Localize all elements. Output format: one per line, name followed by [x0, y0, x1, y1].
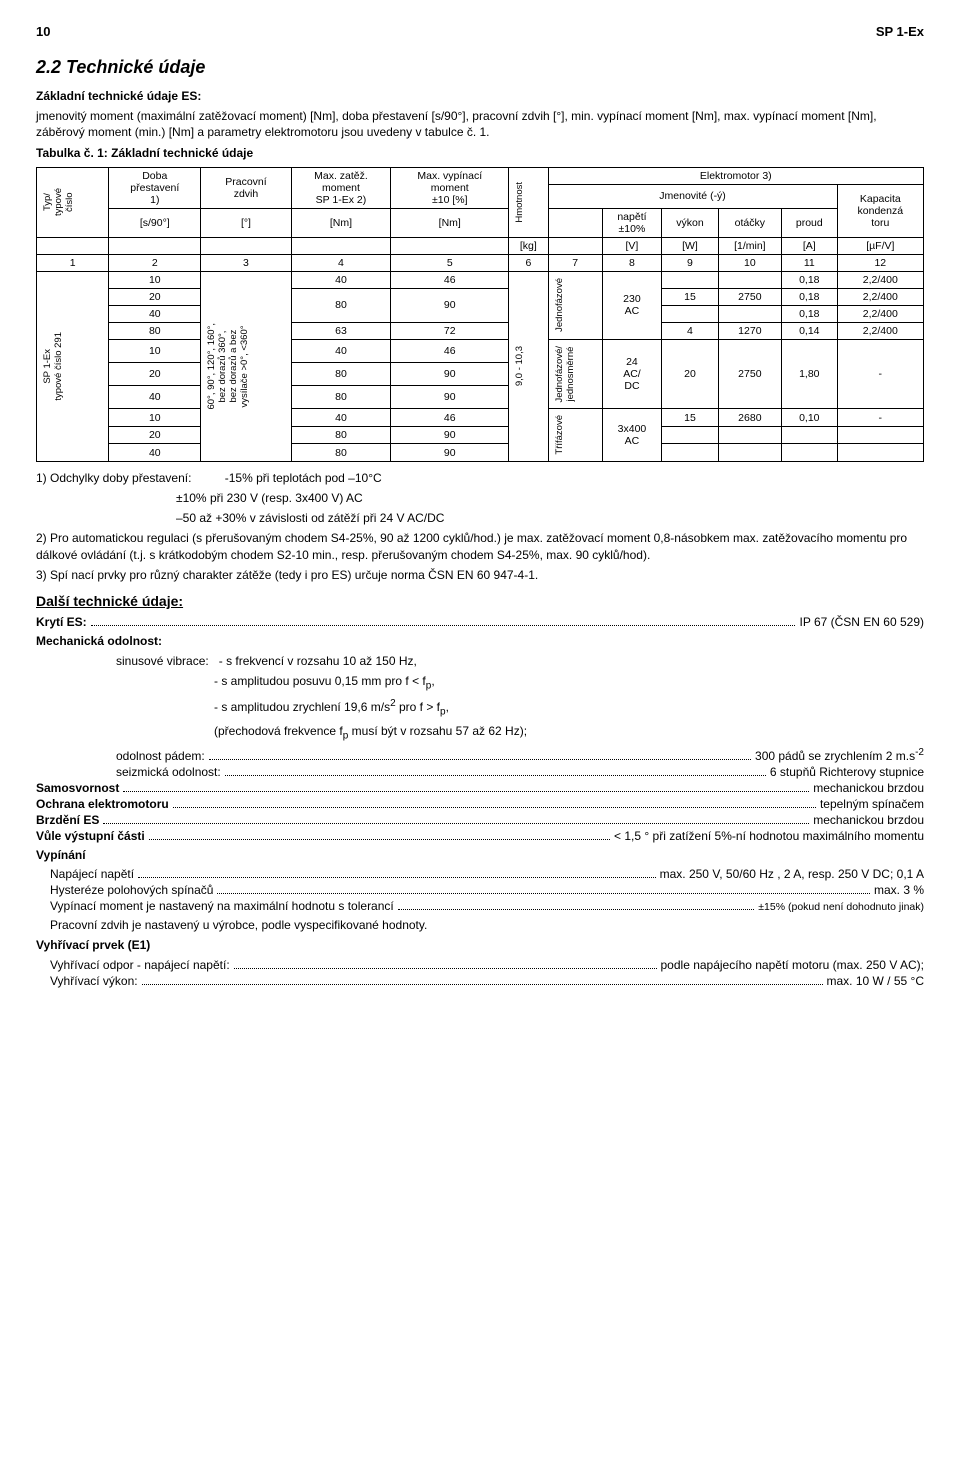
unit-doba: [s/90°]	[109, 208, 201, 237]
further-title: Další technické údaje:	[36, 593, 924, 609]
note-3: 3) Spí nací prvky pro různý charakter zá…	[36, 567, 924, 583]
note-1a: 1) Odchylky doby přestavení:	[36, 471, 191, 485]
intro-paragraph: jmenovitý moment (maximální zatěžovací m…	[36, 108, 924, 140]
line-ochr: Ochrana elektromotoru tepelným spínačem	[36, 797, 924, 811]
page-number-right: SP 1-Ex	[876, 24, 924, 39]
unit-uf: [µF/V]	[837, 237, 923, 254]
section-heading: 2.2 Technické údaje	[36, 57, 924, 78]
table-row: 20 80 90	[37, 426, 924, 444]
line-vule: Vůle výstupní části < 1,5 ° při zatížení…	[36, 829, 924, 843]
mass-value: 9,0 - 10,3	[512, 342, 527, 390]
line-samo: Samosvornost mechanickou brzdou	[36, 781, 924, 795]
volt-24: 24AC/DC	[602, 339, 661, 409]
table-row: 10 40 46 Jednofázové/jednosměrné 24AC/DC…	[37, 339, 924, 362]
page-header: 10 SP 1-Ex	[36, 24, 924, 39]
col-proud: proud	[781, 208, 837, 237]
table-caption: Tabulka č. 1: Základní technické údaje	[36, 146, 253, 160]
colnum-row: 1 2 3 4 5 6 7 8 9 10 11 12	[37, 254, 924, 271]
table-row: 10 40 46 Třífázové 3x400AC 15 2680 0,10 …	[37, 409, 924, 427]
line-nap: Napájecí napětí max. 250 V, 50/60 Hz , 2…	[50, 867, 924, 881]
sinus-label: sinusové vibrace:	[116, 654, 209, 668]
note-2: 2) Pro automatickou regulaci (s přerušov…	[36, 530, 924, 562]
unit-kg: [kg]	[509, 237, 548, 254]
subheading: Základní technické údaje ES:	[36, 89, 201, 103]
col-hmot: Hmotnost	[512, 178, 527, 227]
phase-jedno-dc: Jednofázové/jednosměrné	[552, 342, 578, 407]
unit-v: [V]	[602, 237, 661, 254]
volt-230: 230AC	[602, 271, 661, 339]
col-kapac: Kapacitakondenzátoru	[837, 184, 923, 237]
vyp-title: Vypínání	[36, 848, 86, 862]
unit-prac: [°]	[201, 208, 291, 237]
note-1d: –50 až +30% v závislosti od zátěží při 2…	[176, 510, 924, 526]
table-row: 80 63 72 4 1270 0,14 2,2/400	[37, 322, 924, 339]
table-row: 40 80 90	[37, 444, 924, 462]
phase-jedno: Jednofázové	[552, 274, 567, 336]
col-otacky: otáčky	[718, 208, 781, 237]
col-jmen: Jmenovité (-ý)	[548, 184, 837, 208]
line-vypm: Vypínací moment je nastavený na maximáln…	[50, 899, 924, 913]
unit-w: [W]	[662, 237, 719, 254]
col-doba: Dobapřestavení	[130, 170, 179, 194]
vyhp-title: Vyhřívací prvek (E1)	[36, 938, 150, 952]
mech-title: Mechanická odolnost:	[36, 634, 162, 648]
unit-maxz: [Nm]	[291, 208, 391, 237]
col-elektro: Elektromotor	[700, 170, 760, 182]
col-vykon: výkon	[662, 208, 719, 237]
line-vyho: Vyhřívací odpor - napájecí napětí: podle…	[50, 958, 924, 972]
col-prac: Pracovnízdvih	[201, 167, 291, 208]
model-label: SP 1-Extypové číslo 291	[40, 328, 66, 405]
note-1b: -15% při teplotách pod –10°C	[225, 471, 382, 485]
col-maxv: Max. vypínacímoment±10 [%]	[391, 167, 509, 208]
page-number-left: 10	[36, 24, 50, 39]
zdvih-label: 60°, 90°, 120°, 160°,bez dorazů 360°,bez…	[204, 319, 252, 414]
mech-block: sinusové vibrace: - s frekvencí v rozsah…	[116, 653, 924, 779]
prac-text: Pracovní zdvih je nastavený u výrobce, p…	[50, 917, 924, 933]
sinus-a: - s frekvencí v rozsahu 10 až 150 Hz,	[219, 654, 417, 668]
note-1c: ±10% při 230 V (resp. 3x400 V) AC	[176, 490, 924, 506]
unit-rpm: [1/min]	[718, 237, 781, 254]
line-kryti: Krytí ES: IP 67 (ČSN EN 60 529)	[36, 615, 924, 629]
line-hys: Hysteréze polohových spínačů max. 3 %	[50, 883, 924, 897]
line-pad: odolnost pádem: 300 pádů se zrychlením 2…	[116, 747, 924, 763]
col-typ: Typ/typovéčíslo	[40, 184, 77, 220]
table-notes: 1) Odchylky doby přestavení: -15% při te…	[36, 470, 924, 583]
unit-a: [A]	[781, 237, 837, 254]
line-vyhv: Vyhřívací výkon: max. 10 W / 55 °C	[50, 974, 924, 988]
phase-tri: Třífázové	[552, 411, 567, 459]
tech-spec-table: Typ/typovéčíslo Dobapřestavení1) Pracovn…	[36, 167, 924, 462]
unit-maxv: [Nm]	[391, 208, 509, 237]
col-napeti: napětí±10%	[602, 208, 661, 237]
volt-3400: 3x400AC	[602, 409, 661, 462]
line-seiz: seizmická odolnost: 6 stupňů Richterovy …	[116, 765, 924, 779]
table-row: SP 1-Extypové číslo 291 10 60°, 90°, 120…	[37, 271, 924, 288]
line-brz: Brzdění ES mechanickou brzdou	[36, 813, 924, 827]
table-row: 20 80 90 15 2750 0,18 2,2/400	[37, 288, 924, 305]
